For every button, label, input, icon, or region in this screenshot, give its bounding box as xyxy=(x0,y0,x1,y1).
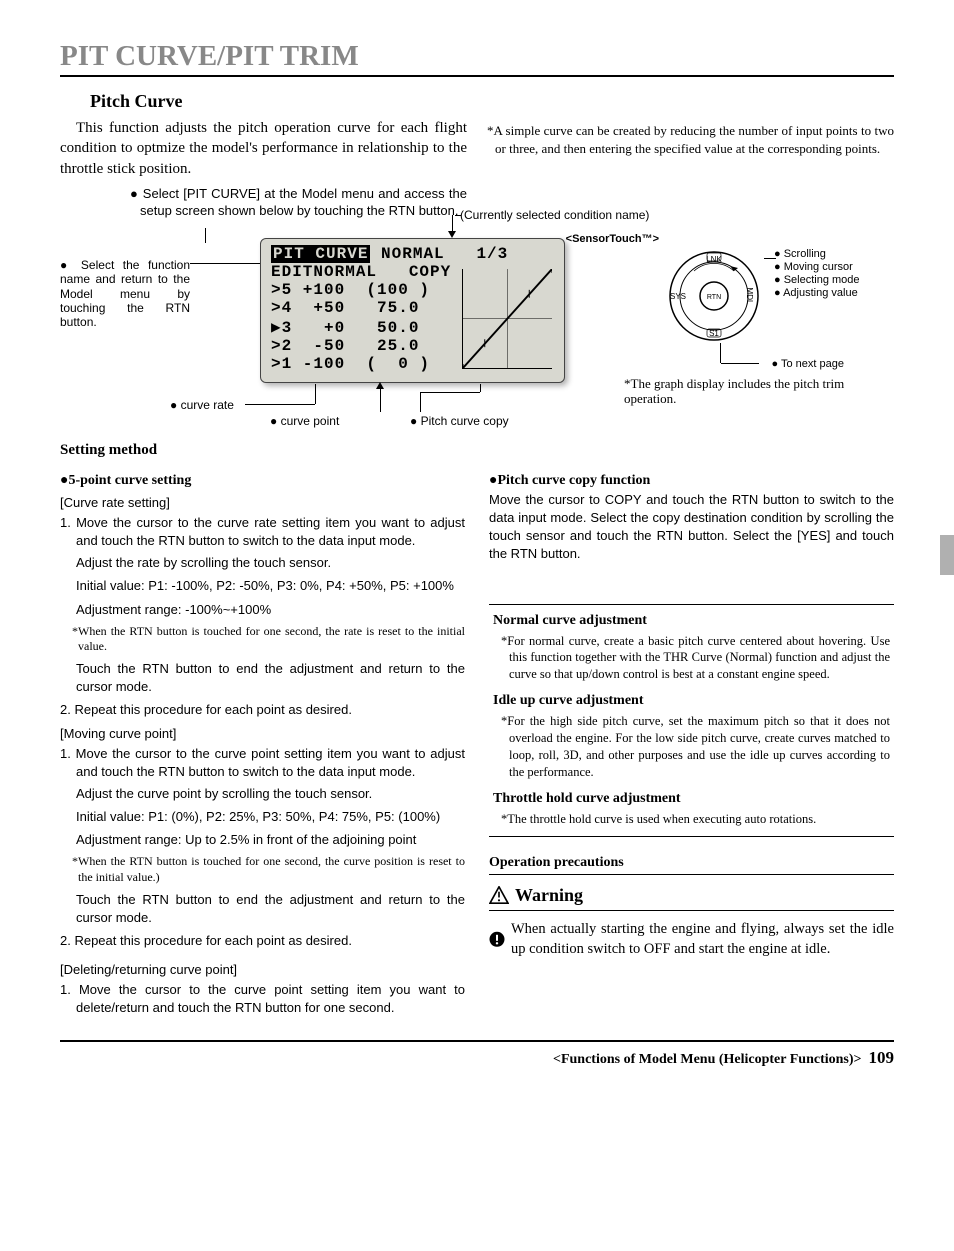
callout-line xyxy=(720,343,721,363)
lcd-edit-label: EDIT xyxy=(271,263,313,281)
curve-rate-label: [Curve rate setting] xyxy=(60,495,465,510)
callout-curve-rate: ● curve rate xyxy=(170,398,234,412)
callout-select-function: ● Select the function name and return to… xyxy=(60,258,190,330)
callout-line xyxy=(480,384,481,392)
section-title: Pitch Curve xyxy=(90,91,894,112)
exclamation-circle-icon xyxy=(489,919,505,960)
lcd-page: 1/3 xyxy=(476,245,508,263)
callout-next-page: ● To next page xyxy=(772,358,845,371)
lcd-copy-label: COPY xyxy=(409,263,451,281)
delete-label: [Deleting/returning curve point] xyxy=(60,962,465,977)
adj-note: *For the high side pitch curve, set the … xyxy=(493,713,890,781)
footer-page-number: 109 xyxy=(869,1048,895,1067)
lcd-r3: ▶3 +0 50.0 xyxy=(271,319,419,337)
st-item: ● Scrolling xyxy=(774,248,894,261)
page-footer: <Functions of Model Menu (Helicopter Fun… xyxy=(60,1040,894,1068)
arrowhead-icon xyxy=(448,231,456,238)
callout-line xyxy=(721,363,759,364)
lcd-cond: NORMAL xyxy=(381,245,445,263)
svg-text:RTN: RTN xyxy=(707,294,721,301)
adj-note: *For normal curve, create a basic pitch … xyxy=(493,633,890,684)
copy-body: Move the cursor to COPY and touch the RT… xyxy=(489,491,894,564)
callout-line xyxy=(245,404,315,405)
right-column: ●Pitch curve copy function Move the curs… xyxy=(489,467,894,1022)
moving-label: [Moving curve point] xyxy=(60,726,465,741)
svg-text:MDL: MDL xyxy=(745,287,754,304)
step: 1. Move the cursor to the curve rate set… xyxy=(76,514,465,550)
lcd-r4: >4 +50 75.0 xyxy=(271,299,419,317)
lcd-edit-cond: NORMAL xyxy=(313,263,377,281)
step-body: Touch the RTN button to end the adjustme… xyxy=(60,891,465,927)
step-body: Adjust the curve point by scrolling the … xyxy=(60,785,465,803)
five-point-subhead: ●5-point curve setting xyxy=(60,473,465,489)
sensortouch-dial: LNK SYS MDL RTN S1 xyxy=(664,246,764,346)
page-title: PIT CURVE/PIT TRIM xyxy=(60,40,894,77)
lcd-title: PIT CURVE xyxy=(271,245,370,263)
intro-row: This function adjusts the pitch operatio… xyxy=(60,118,894,220)
sensortouch-title: <SensorTouch™> xyxy=(566,233,659,246)
st-item: ● Selecting mode xyxy=(774,274,894,287)
svg-text:S1: S1 xyxy=(709,329,719,338)
figure-area: ● Select the function name and return to… xyxy=(60,228,894,438)
sensortouch-list: ● Scrolling ● Moving cursor ● Selecting … xyxy=(774,248,894,301)
step-body: Adjustment range: -100%~+100% xyxy=(60,601,465,619)
callout-line-v xyxy=(205,228,206,243)
callout-line xyxy=(455,215,461,216)
callout-line xyxy=(190,263,260,264)
step-body: Adjust the rate by scrolling the touch s… xyxy=(60,554,465,572)
lcd-r2: >2 -50 25.0 xyxy=(271,337,419,355)
callout-line xyxy=(315,384,316,404)
step: 1. Move the cursor to the curve point se… xyxy=(76,981,465,1017)
step: 2. Repeat this procedure for each point … xyxy=(76,932,465,950)
step-body: Initial value: P1: (0%), P2: 25%, P3: 50… xyxy=(60,808,465,826)
step-note: *When the RTN button is touched for one … xyxy=(60,624,465,655)
intro-note: *A simple curve can be created by reduci… xyxy=(487,122,894,157)
adj-note: *The throttle hold curve is used when ex… xyxy=(493,811,890,828)
warning-text: When actually starting the engine and fl… xyxy=(511,919,894,960)
callout-condition: (Currently selected condition name) xyxy=(460,208,649,222)
callout-line xyxy=(764,258,776,259)
step-note: *When the RTN button is touched for one … xyxy=(60,854,465,885)
arrowhead-up-icon xyxy=(376,382,384,389)
callout-curve-point: ● curve point xyxy=(270,414,339,428)
callout-line xyxy=(420,392,421,412)
lcd-r1: >1 -100 ( 0 ) xyxy=(271,355,430,373)
lcd-screen: PIT CURVE NORMAL 1/3 EDITNORMAL COPY >5 … xyxy=(260,238,565,383)
adj-title: Normal curve adjustment xyxy=(493,613,890,629)
warning-heading: Warning xyxy=(489,885,894,911)
svg-text:SYS: SYS xyxy=(670,292,686,301)
adj-title: Idle up curve adjustment xyxy=(493,693,890,709)
callout-graph-note: *The graph display includes the pitch tr… xyxy=(624,376,894,407)
callout-copy: ● Pitch curve copy xyxy=(410,414,509,428)
setting-method-title: Setting method xyxy=(60,442,894,459)
step-body: Touch the RTN button to end the adjustme… xyxy=(60,660,465,696)
st-item: ● Adjusting value xyxy=(774,287,894,300)
intro-text: This function adjusts the pitch operatio… xyxy=(60,118,467,179)
warning-triangle-icon xyxy=(489,886,509,904)
step-body: Initial value: P1: -100%, P2: -50%, P3: … xyxy=(60,577,465,595)
lcd-graph xyxy=(462,269,552,369)
adj-title: Throttle hold curve adjustment xyxy=(493,791,890,807)
operation-precautions-title: Operation precautions xyxy=(489,855,894,875)
left-column: ●5-point curve setting [Curve rate setti… xyxy=(60,467,465,1022)
step: 1. Move the cursor to the curve point se… xyxy=(76,745,465,781)
callout-line xyxy=(420,392,480,393)
step: 2. Repeat this procedure for each point … xyxy=(76,701,465,719)
two-column-body: ●5-point curve setting [Curve rate setti… xyxy=(60,467,894,1022)
step-body: Adjustment range: Up to 2.5% in front of… xyxy=(60,831,465,849)
side-tab xyxy=(940,535,954,575)
callout-select-function-text: ● Select the function name and return to… xyxy=(60,258,190,330)
adjustment-box: Normal curve adjustment *For normal curv… xyxy=(489,604,894,837)
svg-text:LNK: LNK xyxy=(706,255,722,264)
warning-body: When actually starting the engine and fl… xyxy=(489,919,894,960)
st-item: ● Moving cursor xyxy=(774,261,894,274)
top-instruction: ● Select [PIT CURVE] at the Model menu a… xyxy=(60,185,467,220)
warning-label: Warning xyxy=(515,885,583,906)
copy-subhead: ●Pitch curve copy function xyxy=(489,473,894,489)
footer-section: <Functions of Model Menu (Helicopter Fun… xyxy=(553,1052,862,1067)
lcd-r5: >5 +100 (100 ) xyxy=(271,281,430,299)
